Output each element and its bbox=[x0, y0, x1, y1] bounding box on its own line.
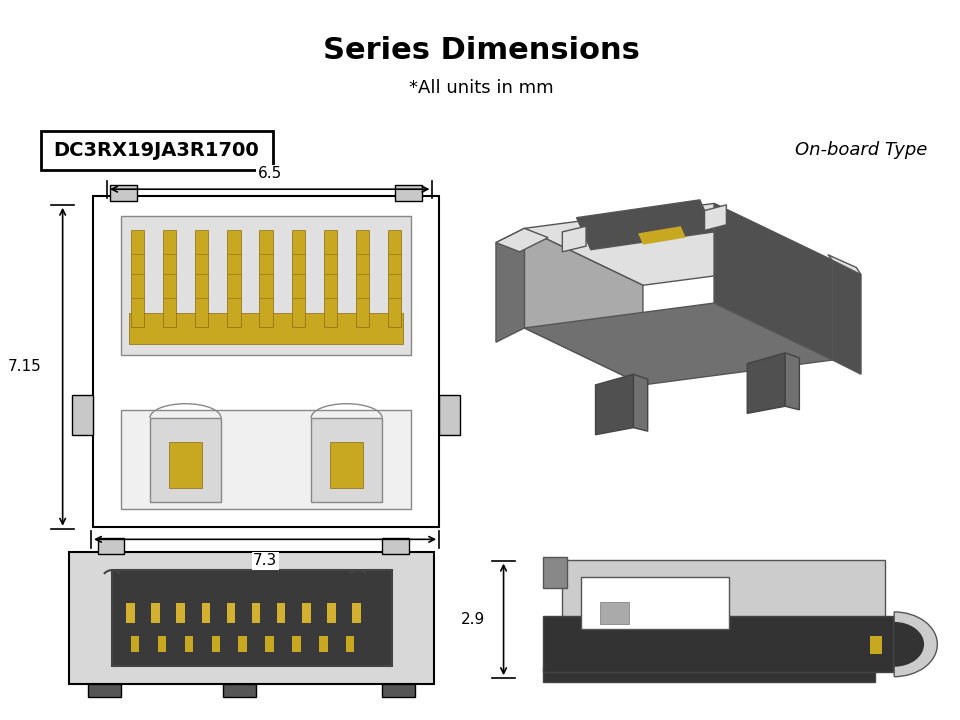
Polygon shape bbox=[524, 204, 832, 285]
Bar bbox=[223, 684, 255, 697]
Polygon shape bbox=[785, 353, 800, 410]
Text: DC3RX19JA3R1700: DC3RX19JA3R1700 bbox=[54, 141, 259, 161]
Bar bbox=[382, 684, 416, 697]
Bar bbox=[211, 636, 220, 652]
Bar bbox=[72, 395, 93, 435]
Polygon shape bbox=[595, 374, 634, 435]
Bar bbox=[276, 603, 285, 623]
Bar bbox=[259, 230, 273, 328]
Bar bbox=[388, 230, 401, 328]
Text: *All units in mm: *All units in mm bbox=[409, 79, 554, 97]
Polygon shape bbox=[563, 226, 586, 252]
Text: 7.15: 7.15 bbox=[8, 359, 41, 374]
Bar bbox=[543, 616, 894, 672]
Text: On-board Type: On-board Type bbox=[795, 141, 927, 159]
Bar bbox=[129, 313, 403, 344]
Bar bbox=[195, 230, 208, 328]
Bar bbox=[543, 667, 876, 682]
Bar bbox=[292, 636, 300, 652]
Bar bbox=[563, 559, 885, 634]
Bar bbox=[302, 603, 311, 623]
Bar bbox=[177, 603, 185, 623]
Text: 6.5: 6.5 bbox=[257, 166, 282, 181]
Polygon shape bbox=[524, 303, 832, 385]
Text: 7.3: 7.3 bbox=[252, 553, 277, 568]
Polygon shape bbox=[705, 205, 727, 230]
Bar bbox=[356, 230, 369, 328]
Bar bbox=[163, 230, 177, 328]
Bar bbox=[131, 636, 139, 652]
Text: Series Dimensions: Series Dimensions bbox=[324, 36, 640, 66]
Polygon shape bbox=[747, 353, 785, 413]
Bar bbox=[582, 577, 729, 629]
Bar bbox=[228, 230, 241, 328]
Bar bbox=[227, 603, 235, 623]
Wedge shape bbox=[894, 612, 937, 677]
Bar bbox=[330, 441, 363, 488]
Polygon shape bbox=[832, 261, 861, 374]
Bar bbox=[352, 603, 361, 623]
Bar bbox=[252, 603, 260, 623]
Polygon shape bbox=[634, 374, 648, 431]
Bar bbox=[238, 636, 247, 652]
Bar bbox=[121, 216, 411, 355]
Bar bbox=[871, 636, 882, 654]
Bar bbox=[121, 410, 411, 510]
Bar bbox=[126, 603, 134, 623]
Polygon shape bbox=[496, 228, 524, 342]
Bar bbox=[292, 230, 304, 328]
Polygon shape bbox=[496, 228, 548, 252]
Bar bbox=[110, 185, 136, 201]
Bar bbox=[382, 538, 409, 554]
Bar bbox=[319, 636, 327, 652]
Bar bbox=[600, 602, 629, 624]
Polygon shape bbox=[714, 204, 832, 360]
Bar bbox=[93, 197, 439, 527]
Bar bbox=[150, 418, 221, 503]
Bar bbox=[324, 230, 337, 328]
Polygon shape bbox=[828, 255, 861, 274]
Bar bbox=[112, 570, 392, 666]
Bar bbox=[311, 418, 382, 503]
Bar bbox=[184, 636, 193, 652]
Polygon shape bbox=[524, 228, 643, 385]
Bar bbox=[157, 636, 166, 652]
Bar bbox=[131, 230, 144, 328]
Bar bbox=[346, 636, 354, 652]
Bar bbox=[169, 441, 202, 488]
Bar bbox=[202, 603, 210, 623]
Bar bbox=[327, 603, 336, 623]
Bar bbox=[69, 552, 434, 684]
Bar bbox=[41, 131, 274, 170]
Bar bbox=[98, 538, 124, 554]
Bar bbox=[265, 636, 274, 652]
Polygon shape bbox=[638, 226, 685, 245]
Bar bbox=[88, 684, 121, 697]
Bar bbox=[152, 603, 159, 623]
Polygon shape bbox=[577, 200, 714, 250]
Wedge shape bbox=[894, 622, 924, 667]
Bar bbox=[396, 185, 422, 201]
Text: 2.9: 2.9 bbox=[461, 612, 486, 627]
Bar bbox=[439, 395, 460, 435]
Bar bbox=[543, 557, 567, 588]
